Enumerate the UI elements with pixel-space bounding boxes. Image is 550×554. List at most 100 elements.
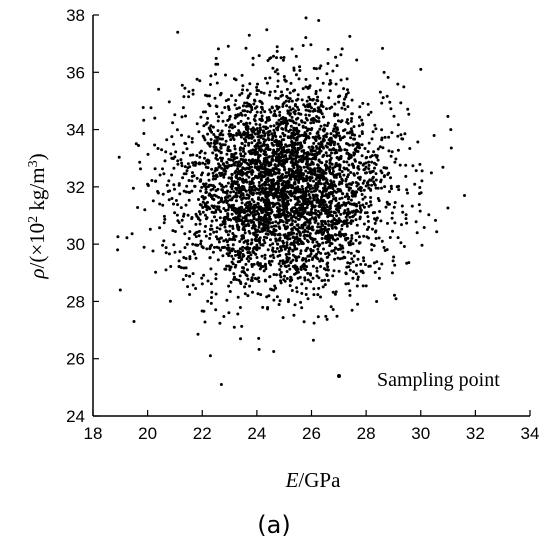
sampling-point [317, 147, 321, 151]
sampling-point [303, 138, 307, 142]
sampling-point [346, 213, 349, 217]
sampling-point [304, 194, 308, 198]
sampling-point [317, 116, 321, 120]
sampling-point [304, 293, 308, 296]
sampling-point [214, 277, 218, 281]
sampling-point [184, 114, 187, 118]
sampling-point [288, 91, 292, 95]
sampling-point [288, 105, 292, 109]
sampling-point [208, 354, 212, 358]
sampling-point [222, 315, 226, 318]
sampling-point [285, 87, 289, 91]
sampling-point [331, 69, 335, 73]
sampling-point [259, 128, 262, 132]
sampling-point [338, 168, 342, 172]
sampling-point [231, 159, 235, 162]
sampling-point [311, 338, 315, 342]
sampling-point [281, 213, 285, 217]
sampling-point [389, 184, 393, 188]
sampling-point [288, 284, 292, 288]
sampling-point [240, 218, 244, 222]
sampling-point [328, 82, 332, 86]
sampling-point [232, 325, 236, 329]
sampling-point [288, 118, 292, 122]
sampling-point [324, 189, 328, 193]
sampling-point [361, 101, 365, 105]
sampling-point [283, 78, 287, 82]
sampling-point [249, 103, 252, 107]
sampling-point [369, 178, 373, 182]
sampling-point [349, 198, 353, 202]
sampling-point [230, 212, 234, 216]
sampling-point [414, 169, 418, 173]
sampling-point [320, 206, 324, 210]
sampling-point [305, 234, 309, 238]
sampling-point [268, 90, 272, 94]
sampling-point [225, 216, 229, 220]
sampling-point [204, 224, 207, 228]
sampling-point [218, 182, 222, 186]
sampling-point [171, 229, 175, 233]
sampling-point [314, 189, 318, 193]
sampling-point [283, 189, 287, 193]
sampling-point [360, 154, 364, 158]
sampling-point [269, 238, 272, 242]
sampling-point [239, 146, 243, 150]
sampling-point [332, 210, 336, 214]
sampling-point [392, 205, 396, 209]
sampling-point [297, 108, 301, 112]
sampling-point [245, 180, 249, 184]
sampling-point [295, 286, 299, 290]
sampling-point [335, 64, 339, 68]
sampling-point [194, 235, 198, 239]
sampling-point [266, 232, 270, 236]
sampling-point [343, 256, 347, 260]
sampling-point [434, 218, 437, 222]
sampling-point [263, 183, 267, 187]
sampling-point [243, 167, 247, 171]
sampling-point [197, 234, 201, 238]
sampling-point [273, 112, 277, 116]
sampling-point [320, 112, 324, 116]
sampling-point [314, 92, 318, 96]
sampling-point [266, 248, 270, 252]
sampling-point [254, 132, 257, 136]
sampling-point [226, 233, 230, 237]
sampling-point [225, 161, 229, 165]
sampling-point [297, 177, 301, 181]
sampling-point [307, 95, 311, 99]
sampling-point [248, 121, 252, 125]
sampling-point [290, 131, 294, 135]
sampling-point [372, 244, 376, 248]
sampling-point [272, 153, 276, 157]
sampling-point [301, 87, 305, 91]
sampling-point [306, 271, 310, 275]
sampling-point [324, 314, 328, 318]
sampling-point [305, 159, 309, 163]
sampling-point [347, 210, 351, 214]
sampling-point [347, 241, 351, 245]
sampling-point [224, 99, 228, 103]
sampling-point [282, 148, 286, 152]
sampling-point [156, 147, 160, 150]
sampling-point [378, 210, 382, 213]
sampling-point [309, 200, 313, 204]
sampling-point [319, 124, 323, 128]
sampling-point [265, 118, 269, 122]
sampling-point [334, 126, 338, 130]
sampling-point [292, 166, 296, 170]
sampling-point [346, 88, 349, 92]
sampling-point [262, 157, 266, 161]
sampling-point [293, 182, 297, 186]
sampling-point [294, 227, 298, 231]
sampling-point [314, 145, 318, 148]
sampling-point [337, 217, 341, 221]
sampling-point [257, 207, 261, 211]
sampling-point [194, 287, 198, 290]
sampling-point [343, 237, 347, 241]
sampling-point [325, 208, 329, 212]
sampling-point [296, 116, 300, 120]
sampling-point [308, 226, 312, 230]
sampling-point [214, 210, 218, 214]
sampling-point [364, 202, 368, 205]
